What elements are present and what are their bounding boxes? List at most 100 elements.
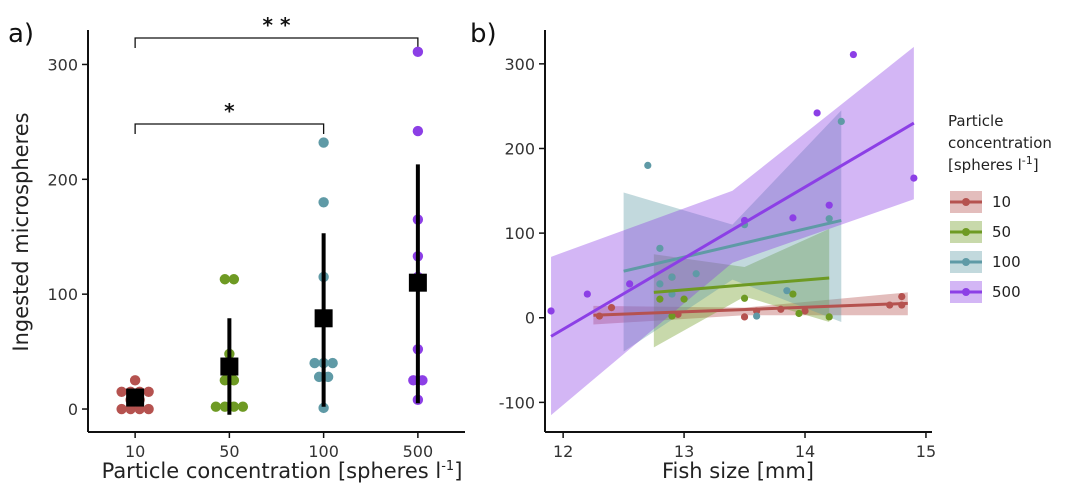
data-point (318, 137, 329, 148)
panel-a-y-tick-label: 200 (47, 170, 78, 189)
panel-b-x-tick-label: 12 (553, 442, 573, 461)
panel-a-x-tick-label: 50 (219, 442, 239, 461)
panel-label-a: a) (8, 19, 34, 49)
panel-b-x-tick-label: 14 (795, 442, 815, 461)
data-point-100 (692, 270, 700, 278)
legend-title-line-1: Particle (948, 112, 1003, 130)
legend-title-sup: -1 (1022, 154, 1033, 167)
legend: Particle concentration [spheres l-1] 10 5… (948, 112, 1052, 303)
significance-label: * (224, 99, 235, 123)
legend-title-line-3: [spheres l-1] (948, 154, 1039, 174)
legend-label-10: 10 (992, 193, 1011, 211)
panel-a-x-axis-title-sup: -1 (441, 459, 454, 474)
data-point-10 (607, 303, 616, 312)
data-point-500 (547, 307, 555, 315)
data-point-10 (898, 292, 906, 301)
data-point-50 (740, 294, 749, 302)
data-point-500 (849, 50, 857, 59)
panel-a-axes (87, 30, 465, 433)
significance-label: * * (263, 13, 291, 37)
data-point (228, 274, 240, 285)
data-point-10 (801, 307, 809, 315)
panel-a-x-axis-title-end: ] (454, 459, 462, 483)
panel-a-x-axis-title: Particle concentration [spheres l-1] (102, 459, 463, 483)
data-point (129, 375, 141, 386)
panel-label-b: b) (470, 19, 497, 49)
data-point-100 (753, 312, 761, 320)
data-point-500 (789, 214, 797, 222)
legend-title-line-3-main: [spheres l (948, 156, 1022, 174)
legend-title-line-2: concentration (948, 134, 1052, 152)
panel-a-x-tick-label: 10 (125, 442, 145, 461)
mean-marker (408, 273, 427, 292)
data-point-500 (626, 280, 634, 288)
data-point-100 (837, 117, 845, 126)
fit-line-50 (653, 276, 830, 294)
legend-marker-100 (962, 258, 970, 266)
data-point (219, 274, 231, 285)
data-point (143, 386, 154, 397)
fit-line-500 (550, 121, 915, 338)
panel-a-y-axis-title: Ingested microspheres (9, 112, 33, 351)
data-point (309, 357, 320, 369)
panel-b-x-tick-label: 15 (916, 442, 936, 461)
legend-label-100: 100 (992, 253, 1021, 271)
mean-marker (126, 388, 145, 407)
panel-a-x-axis-title-main: Particle concentration [spheres l (102, 459, 442, 483)
data-point-500 (910, 174, 918, 182)
data-point (143, 403, 154, 415)
data-point-50 (825, 313, 833, 321)
data-point (318, 402, 329, 414)
significance-bracket (134, 37, 419, 48)
mean-marker (314, 309, 333, 328)
data-point (116, 403, 127, 415)
data-point-100 (644, 161, 652, 170)
data-point (412, 46, 424, 58)
data-point (116, 386, 127, 397)
data-point-50 (789, 290, 797, 298)
panel-b-y-tick-label: 300 (504, 55, 535, 74)
data-point-100 (783, 287, 791, 295)
data-point-500 (813, 109, 821, 117)
data-point (210, 401, 222, 412)
panel-a-x-tick-label: 100 (308, 442, 339, 461)
data-point-50 (680, 295, 688, 303)
panel-b-x-tick-label: 13 (674, 442, 694, 461)
data-point-100 (656, 244, 664, 252)
legend-marker-50 (962, 228, 970, 236)
data-point-10 (740, 313, 749, 321)
data-point-50 (656, 295, 664, 303)
fit-line-10 (593, 301, 908, 317)
data-point (327, 357, 338, 369)
legend-marker-500 (962, 288, 970, 296)
data-point-500 (825, 201, 833, 209)
data-point-500 (583, 290, 591, 298)
data-point-100 (656, 280, 664, 288)
data-point-100 (825, 215, 833, 223)
significance-bracket (134, 123, 325, 134)
legend-label-50: 50 (992, 223, 1011, 241)
panel-b-y-tick-label: 100 (504, 224, 535, 243)
data-point-50 (795, 309, 803, 318)
data-point (318, 197, 329, 208)
legend-title-end: ] (1033, 156, 1039, 174)
data-point (412, 125, 424, 137)
mean-marker (220, 357, 239, 376)
panel-a-y-tick-label: 0 (68, 400, 78, 419)
data-point-50 (668, 312, 676, 320)
panel-a-y-tick-label: 300 (47, 55, 78, 74)
panel-b-axes (544, 30, 932, 433)
panel-b-y-tick-label: -100 (499, 393, 535, 412)
legend-marker-10 (962, 198, 970, 206)
confidence-band-50 (653, 228, 830, 348)
fit-line-100 (623, 218, 842, 273)
panel-b-y-tick-label: 200 (504, 139, 535, 158)
panel-b-y-tick-label: 0 (525, 309, 535, 328)
data-point-100 (668, 273, 676, 281)
data-point (237, 401, 249, 412)
panel-a-x-tick-label: 500 (403, 442, 434, 461)
panel-b-x-axis-title: Fish size [mm] (662, 459, 814, 483)
legend-label-500: 500 (992, 283, 1021, 301)
panel-a-y-tick-label: 100 (47, 285, 78, 304)
